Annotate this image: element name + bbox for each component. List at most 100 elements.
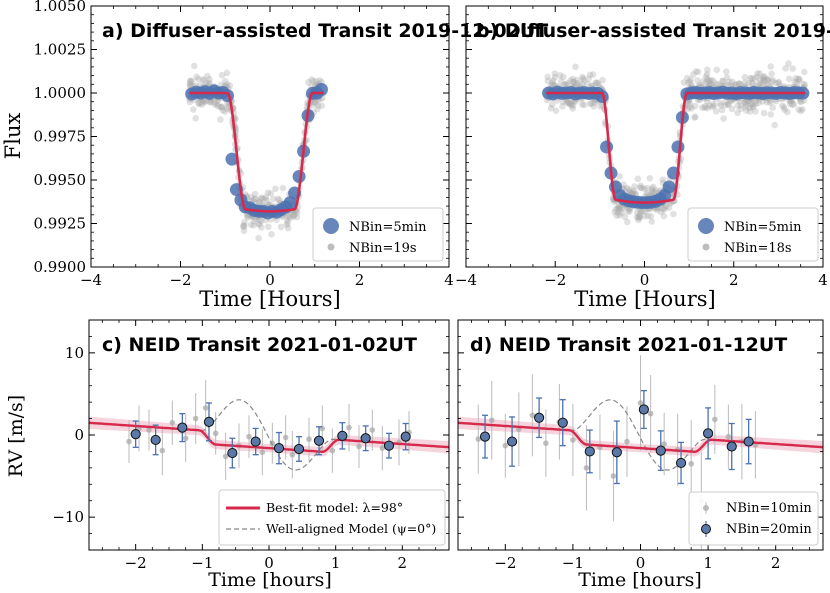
unbinned-point: [599, 76, 606, 84]
unbinned-point: [318, 102, 326, 109]
unbinned-point: [310, 77, 317, 85]
unbinned-point: [631, 190, 639, 197]
unbinned-point: [548, 79, 556, 86]
model-uncertainty-band: [458, 416, 823, 457]
unbinned-point: [746, 108, 754, 115]
point-10min: [610, 473, 617, 479]
unbinned-point: [241, 219, 248, 226]
unbinned-point: [725, 101, 732, 108]
unbinned-point: [195, 99, 203, 107]
unbinned-point: [276, 196, 283, 204]
unbinned-point: [614, 204, 622, 212]
unbinned-point: [749, 80, 756, 87]
unbinned-point: [591, 99, 598, 107]
unbinned-point: [771, 121, 778, 129]
unbinned-point: [775, 78, 782, 86]
panel-a-xlabel: Time [Hours]: [199, 287, 340, 311]
unbinned-point: [241, 223, 248, 230]
unbinned-point: [579, 80, 586, 88]
unbinned-point: [755, 99, 762, 107]
point-20min: [655, 445, 666, 456]
point-20min: [702, 428, 714, 439]
unbinned-point: [646, 175, 654, 182]
unbinned-point: [308, 76, 316, 83]
unbinned-point: [615, 204, 622, 212]
point-10min: [169, 419, 176, 426]
unbinned-point: [561, 81, 569, 88]
unbinned-point: [203, 79, 210, 87]
unbinned-point: [769, 78, 776, 85]
unbinned-point: [291, 211, 298, 219]
unbinned-point: [250, 217, 258, 225]
x-tick-label: 2: [355, 271, 365, 289]
unbinned-point: [749, 103, 757, 110]
unbinned-point: [579, 75, 587, 82]
unbinned-point: [761, 77, 768, 85]
unbinned-point: [258, 194, 266, 201]
unbinned-point: [247, 221, 255, 228]
unbinned-point: [684, 74, 691, 82]
unbinned-point: [784, 108, 791, 116]
unbinned-point: [795, 106, 802, 113]
x-tick-label: 0: [265, 271, 275, 289]
unbinned-point: [763, 77, 771, 84]
unbinned-point: [769, 76, 776, 84]
unbinned-point: [712, 108, 720, 115]
unbinned-point: [285, 213, 293, 220]
legend-marker-20min: [701, 524, 711, 534]
unbinned-point: [661, 204, 669, 212]
unbinned-point: [592, 79, 600, 86]
unbinned-point: [201, 98, 209, 106]
unbinned-point: [569, 105, 576, 112]
unbinned-point: [597, 103, 604, 110]
point-10min: [259, 449, 266, 456]
unbinned-point: [699, 78, 707, 85]
unbinned-point: [746, 104, 754, 112]
unbinned-point: [564, 80, 571, 87]
point-10min: [637, 400, 644, 406]
unbinned-point: [214, 100, 221, 108]
unbinned-point: [584, 80, 591, 88]
unbinned-point: [705, 77, 712, 85]
unbinned-point: [790, 101, 798, 108]
unbinned-point: [653, 187, 660, 194]
unbinned-point: [567, 98, 575, 106]
panel-a: −4 −2 0 2 4 0.9900 0.9925 0.9950 0.9975 1.0000 1.0…: [1, 0, 548, 311]
unbinned-point: [218, 103, 226, 111]
binned-point: [671, 140, 685, 154]
unbinned-point: [258, 217, 265, 225]
unbinned-point: [203, 72, 211, 80]
unbinned-point: [244, 214, 251, 221]
unbinned-point: [636, 207, 644, 215]
unbinned-point: [723, 68, 730, 75]
point-10min: [712, 416, 718, 423]
point-20min: [203, 416, 215, 427]
unbinned-point: [737, 102, 745, 109]
point-10min: [356, 443, 362, 450]
unbinned-point: [687, 76, 694, 84]
unbinned-point: [312, 99, 320, 107]
point-10min: [202, 405, 209, 411]
unbinned-point: [719, 77, 727, 85]
unbinned-point: [755, 79, 763, 87]
unbinned-point: [741, 99, 749, 107]
unbinned-point: [752, 97, 759, 105]
point-10min: [725, 433, 732, 440]
transit-model-line: [189, 91, 324, 213]
unbinned-point: [214, 102, 222, 110]
unbinned-point: [611, 208, 618, 216]
unbinned-point: [559, 103, 566, 110]
unbinned-point: [586, 100, 594, 108]
point-20min: [227, 447, 238, 459]
unbinned-point: [198, 101, 206, 108]
point-20min: [611, 447, 622, 458]
unbinned-point: [644, 212, 652, 220]
unbinned-point: [699, 104, 706, 111]
unbinned-point: [314, 102, 322, 109]
panel-b-legend: NBin=5min NBin=18s: [687, 207, 819, 262]
point-20min: [584, 446, 595, 457]
well-aligned-model-line: [89, 399, 449, 471]
unbinned-point: [186, 77, 194, 85]
y-tick-label: 0.9950: [34, 171, 87, 189]
